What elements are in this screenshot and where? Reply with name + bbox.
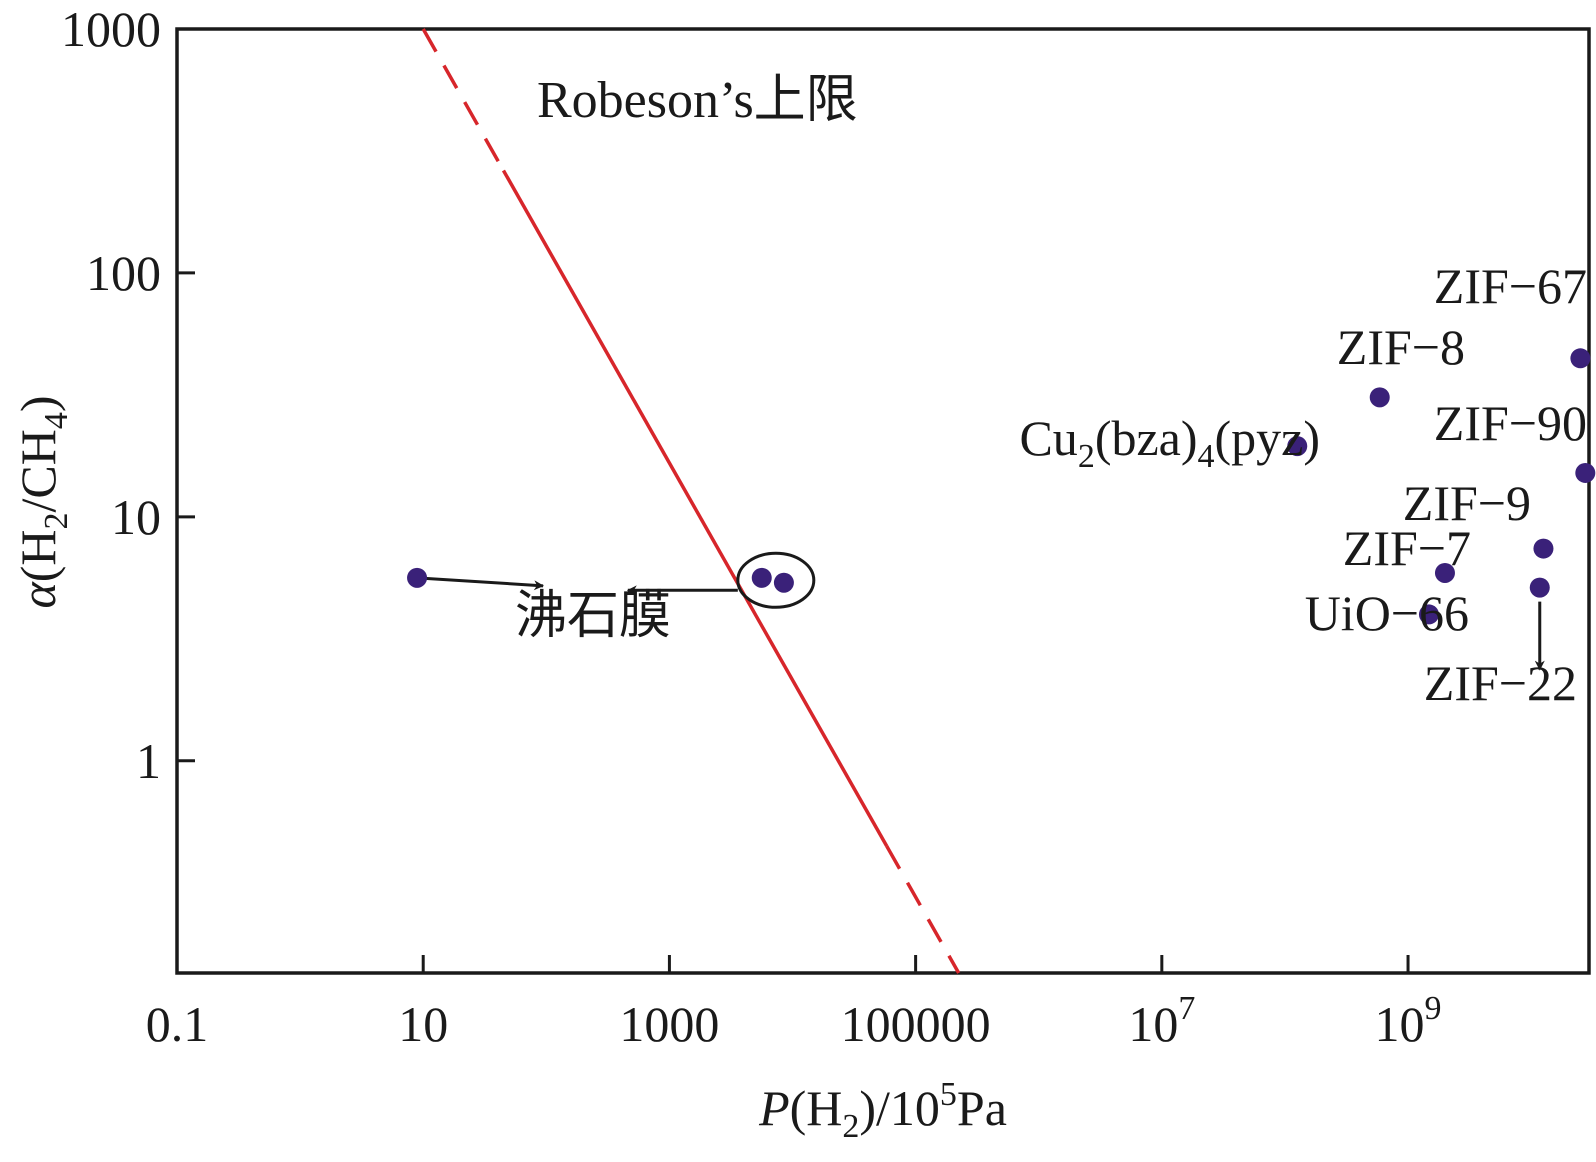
y-tick-label-0: 1 [136,733,161,789]
x-tick-label-base-3: 100000 [841,996,991,1052]
x-tick-label-0: 0.1 [146,996,209,1052]
x-tick-label-base-0: 0.1 [146,996,209,1052]
bound-dashed-bottom [885,845,961,974]
point-zif-8 [1369,387,1390,408]
plot-frame [175,27,1591,975]
y-tick-label-1: 10 [111,489,161,545]
bound-dashed-top [421,28,505,172]
x-tick-label-5: 109 [1375,990,1442,1052]
point-zeolite-0 [407,567,428,588]
robeson-label: Robeson’s上限 [537,72,858,129]
x-title-italic: P [758,1080,790,1136]
y-axis-ticks: 1 10 100 1000 [61,1,195,789]
y-title-p3: ) [10,395,66,412]
x-title-sup: 5 [940,1076,957,1113]
zeolite-label: 沸石膜 [515,588,671,645]
label-zif-90: ZIF−90 [1434,395,1587,451]
cu-main: Cu [1019,410,1077,466]
y-tick-label-3: 1000 [61,1,161,57]
x-tick-label-sup-4: 7 [1178,990,1195,1027]
point-zeolite-2 [773,572,794,593]
x-tick-label-base-2: 1000 [619,996,719,1052]
point-zif-7 [1434,562,1455,583]
x-tick-label-4: 107 [1128,990,1195,1052]
x-tick-label-base-1: 10 [398,996,448,1052]
point-cu2-bza-4-pyz- [1287,436,1308,457]
y-title-p1: (H [10,530,66,583]
x-tick-label-3: 100000 [841,996,991,1052]
cu-mid: (bza) [1095,410,1198,466]
x-tick-label-base-4: 10 [1128,996,1178,1052]
cu-tail: (pyz) [1215,410,1321,466]
zeolite-cluster-circle [736,551,816,609]
annotations [416,551,1545,671]
x-tick-label-2: 1000 [619,996,719,1052]
label-uio-66: UiO−66 [1305,585,1469,641]
label-zif-7: ZIF−7 [1343,520,1471,576]
x-title-prefix: (H [790,1080,843,1136]
x-axis-ticks: 0.1 10 1000 100000 107 109 [146,955,1442,1052]
cu-sub-1: 2 [1078,438,1095,475]
y-tick-label-2: 100 [86,245,161,301]
robeson-upper-bound [421,28,961,974]
y-axis-title: α(H2/CH4) [10,395,75,608]
y-title-italic: α [10,581,66,609]
y-title-s2: 4 [38,412,75,429]
x-tick-label-base-5: 10 [1375,996,1425,1052]
data-points [407,348,1596,625]
x-title-sub: 2 [842,1108,859,1145]
point-zif-67 [1570,348,1591,369]
label-zif-22: ZIF−22 [1424,655,1577,711]
x-title-suffix: )/10 [859,1080,940,1136]
x-tick-label-sup-5: 9 [1425,990,1442,1027]
x-tick-label-1: 10 [398,996,448,1052]
x-title-tail: Pa [957,1080,1007,1136]
label-cu2-bza4-pyz: Cu2(bza)4(pyz) [1019,410,1320,475]
label-zif-67: ZIF−67 [1434,258,1587,314]
point-zeolite-1 [751,567,772,588]
label-zif-8: ZIF−8 [1337,319,1465,375]
cu-sub-2: 4 [1198,438,1215,475]
point-uio-66 [1418,604,1439,625]
point-zif-9 [1533,538,1554,559]
x-axis-title: P(H2)/105Pa [758,1076,1007,1145]
bound-solid [501,169,889,848]
label-zif-9: ZIF−9 [1403,475,1531,531]
y-title-s1: 2 [38,513,75,530]
y-title-p2: /CH [10,429,66,512]
point-zif-90 [1575,462,1596,483]
point-zif-22 [1529,577,1550,598]
zeolite-arrow-right [416,576,545,591]
